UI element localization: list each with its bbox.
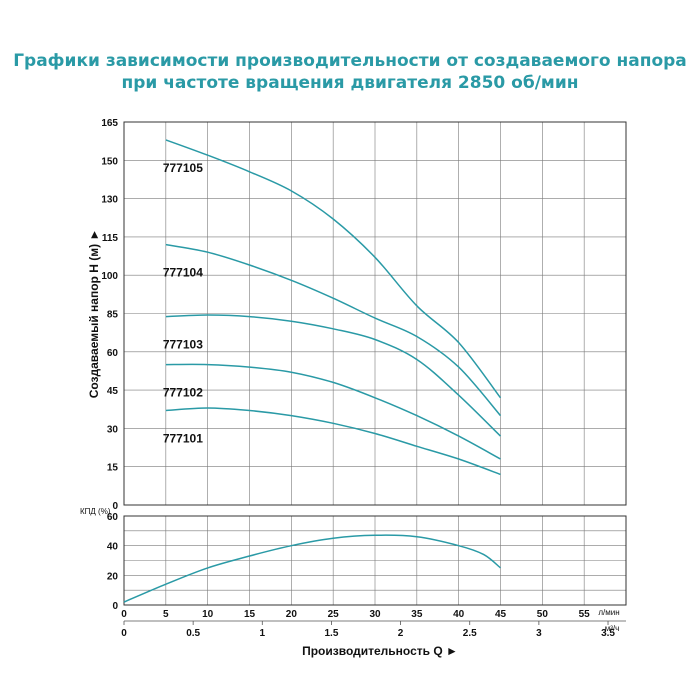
- efficiency-chart-grid: [124, 516, 626, 605]
- head-chart-frame: [123, 121, 627, 506]
- series-label-777104: 777104: [163, 266, 203, 280]
- head-curve-777101: [165, 407, 501, 476]
- series-label-777102: 777102: [163, 386, 203, 400]
- efficiency-tick-label: 60: [107, 512, 119, 523]
- x-tick-label-lmin: 45: [495, 609, 507, 620]
- chart-title-line-2: при частоте вращения двигателя 2850 об/м…: [121, 73, 579, 93]
- x-tick-label-lmin: 30: [369, 609, 381, 620]
- y-tick-label: 150: [101, 156, 118, 167]
- head-curve-777104: [165, 243, 502, 417]
- y-tick-label: 115: [102, 233, 119, 244]
- x-tick-label-lmin: 25: [328, 609, 340, 620]
- series-label-777103: 777103: [163, 338, 203, 352]
- efficiency-chart-frame: [123, 515, 627, 606]
- head-curve-777103: [165, 314, 502, 437]
- x-tick-label-lmin: 35: [411, 609, 423, 620]
- y-tick-label: 45: [107, 386, 119, 397]
- efficiency-tick-label: 0: [112, 601, 118, 612]
- y-tick-label: 85: [107, 310, 119, 321]
- head-curve-777105: [165, 139, 502, 399]
- y-tick-label: 130: [101, 195, 118, 206]
- y-tick-label: 60: [107, 348, 119, 359]
- x-tick-label-lmin: 55: [579, 609, 591, 620]
- x-tick-label-m3h: 2.5: [463, 628, 477, 639]
- x-tick-label-lmin: 20: [286, 609, 298, 620]
- x-unit-m3h: м³/ч: [605, 624, 620, 633]
- series-label-777101: 777101: [163, 432, 203, 446]
- y-axis-title: Создаваемый напор H (м) ►: [87, 229, 101, 399]
- y-tick-label: 30: [107, 424, 119, 435]
- x-tick-label-lmin: 50: [537, 609, 549, 620]
- x-tick-label-m3h: 2: [398, 628, 404, 639]
- head-chart-grid: [124, 122, 626, 505]
- y-tick-label: 100: [101, 271, 118, 282]
- x-unit-lmin: л/мин: [598, 608, 619, 617]
- axis-labels: 0153045608510011513015016502040607771057…: [80, 118, 626, 658]
- x-tick-label-m3h: 1: [260, 628, 266, 639]
- y-tick-label: 0: [112, 501, 118, 512]
- head-curve-777102: [165, 363, 501, 460]
- x-tick-label-lmin: 5: [163, 609, 169, 620]
- chart-title-line-1: Графики зависимости производительности о…: [13, 51, 687, 71]
- efficiency-axis-title: КПД (%): [80, 507, 111, 516]
- x-tick-label-lmin: 40: [453, 609, 465, 620]
- head-curves: [165, 139, 502, 476]
- x-tick-label-m3h: 0.5: [186, 628, 200, 639]
- efficiency-tick-label: 40: [107, 542, 119, 553]
- efficiency-curve: [123, 534, 501, 603]
- x-tick-label-m3h: 3: [536, 628, 542, 639]
- y-tick-label: 165: [101, 118, 118, 129]
- x-tick-label-m3h: 0: [121, 628, 127, 639]
- y-tick-label: 15: [107, 463, 119, 474]
- x-tick-label-m3h: 3.5: [601, 628, 615, 639]
- x-tick-label-lmin: 0: [121, 609, 127, 620]
- x-tick-label-lmin: 15: [244, 609, 256, 620]
- x-tick-label-lmin: 10: [202, 609, 214, 620]
- efficiency-curves: [123, 534, 501, 603]
- series-label-777105: 777105: [163, 161, 203, 175]
- x-axis-title: Производительность Q ►: [302, 644, 458, 658]
- x-tick-label-m3h: 1.5: [324, 628, 338, 639]
- efficiency-tick-label: 20: [107, 571, 119, 582]
